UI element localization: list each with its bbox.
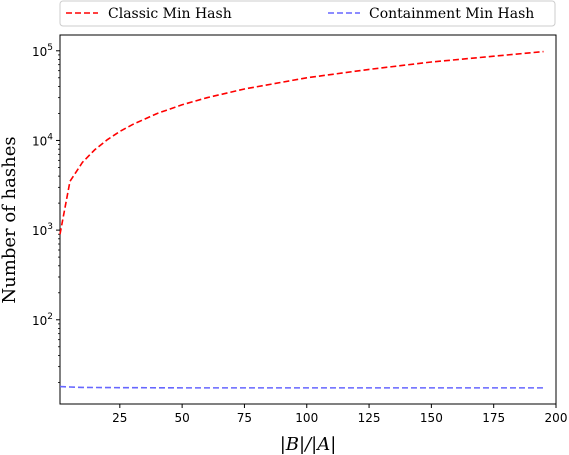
y-axis: 102 103 104 105 (32, 43, 60, 383)
x-tick-label: 150 (420, 411, 443, 425)
plot-area (59, 34, 557, 405)
x-tick-label: 175 (482, 411, 505, 425)
x-axis: 25 50 75 100 125 150 175 200 (112, 404, 567, 425)
legend-frame (59, 0, 556, 27)
legend-label-containment: Containment Min Hash (369, 6, 534, 22)
y-tick-label: 105 (32, 43, 53, 59)
x-tick-label: 75 (237, 411, 252, 425)
legend-label-classic: Classic Min Hash (108, 6, 232, 22)
x-tick-label: 50 (174, 411, 189, 425)
x-tick-label: 125 (358, 411, 381, 425)
x-tick-label: 25 (112, 411, 127, 425)
legend: Classic Min Hash Containment Min Hash (59, 0, 556, 27)
x-tick-label: 200 (545, 411, 568, 425)
series-layer (59, 50, 544, 389)
y-tick-label: 102 (32, 312, 53, 328)
y-axis-title: Number of hashes (0, 136, 20, 303)
series-line-classic (59, 50, 544, 235)
series-line-containment (59, 385, 544, 389)
x-tick-label: 100 (295, 411, 318, 425)
x-axis-title: |B|/|A| (280, 434, 337, 455)
y-tick-label: 104 (32, 132, 53, 148)
y-tick-label: 103 (32, 222, 53, 238)
